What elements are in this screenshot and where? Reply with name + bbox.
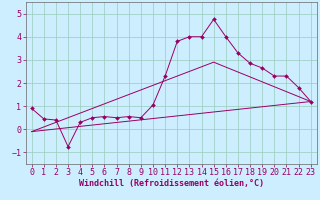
X-axis label: Windchill (Refroidissement éolien,°C): Windchill (Refroidissement éolien,°C) <box>79 179 264 188</box>
